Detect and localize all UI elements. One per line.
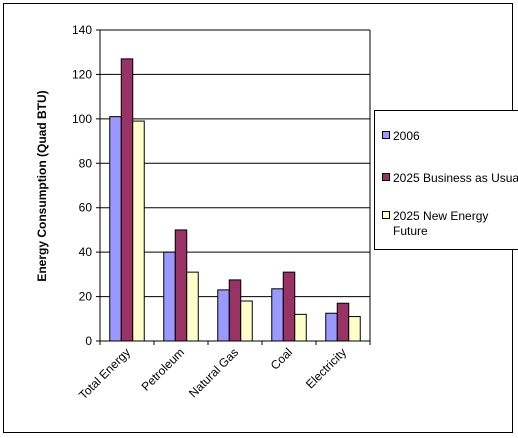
bar-natural-gas-2025-business-as-usual <box>228 279 242 342</box>
bar-total-energy-2006 <box>109 116 122 342</box>
bar-electricity-2025-business-as-usual <box>336 302 350 342</box>
bar-natural-gas-2025-new-energy-future <box>240 300 253 342</box>
axes <box>96 29 371 345</box>
legend-swatch-2025-new-energy-future <box>382 211 390 219</box>
bar-total-energy-2025-business-as-usual <box>120 58 134 342</box>
x-tick-label: Petroleum <box>139 345 188 394</box>
x-tick-label: Total Energy <box>76 345 133 402</box>
y-tick-label: 120 <box>72 67 92 81</box>
y-tick-label: 60 <box>79 201 93 215</box>
bar-coal-2025-business-as-usual <box>282 271 296 342</box>
legend-label: 2025 Business as Usual <box>393 171 518 185</box>
legend-swatch-2006 <box>382 131 390 139</box>
bar-petroleum-2006 <box>163 251 176 342</box>
bar-natural-gas-2006 <box>217 289 230 342</box>
gridlines <box>100 29 370 298</box>
legend-label: 2006 <box>393 129 420 143</box>
x-tick-label: Coal <box>268 345 295 372</box>
bar-petroleum-2025-new-energy-future <box>186 271 199 342</box>
bar-petroleum-2025-business-as-usual <box>174 229 188 342</box>
bar-coal-2025-new-energy-future <box>294 313 307 342</box>
y-tick-label: 0 <box>85 334 92 348</box>
x-tick-label: Electricity <box>303 345 349 391</box>
x-tick-label: Natural Gas <box>186 345 241 400</box>
bar-electricity-2025-new-energy-future <box>348 316 361 342</box>
bars <box>109 58 361 342</box>
y-tick-label: 20 <box>79 290 93 304</box>
y-tick-label: 40 <box>79 245 93 259</box>
y-tick-label: 100 <box>72 112 92 126</box>
y-tick-label: 80 <box>79 156 93 170</box>
bar-coal-2006 <box>271 288 284 342</box>
bar-electricity-2006 <box>325 312 338 342</box>
legend: 2006 2025 Business as Usual 2025 New Ene… <box>374 110 518 250</box>
y-tick-label: 140 <box>72 23 92 37</box>
legend-label: 2025 New Energy Future <box>393 209 489 238</box>
bar-total-energy-2025-new-energy-future <box>132 120 145 342</box>
y-axis-label: Energy Consumption (Quad BTU) <box>35 90 49 281</box>
legend-swatch-2025-business-as-usual <box>382 173 390 181</box>
y-tick-labels: 0 20 40 60 80 100 120 140 <box>72 23 92 348</box>
